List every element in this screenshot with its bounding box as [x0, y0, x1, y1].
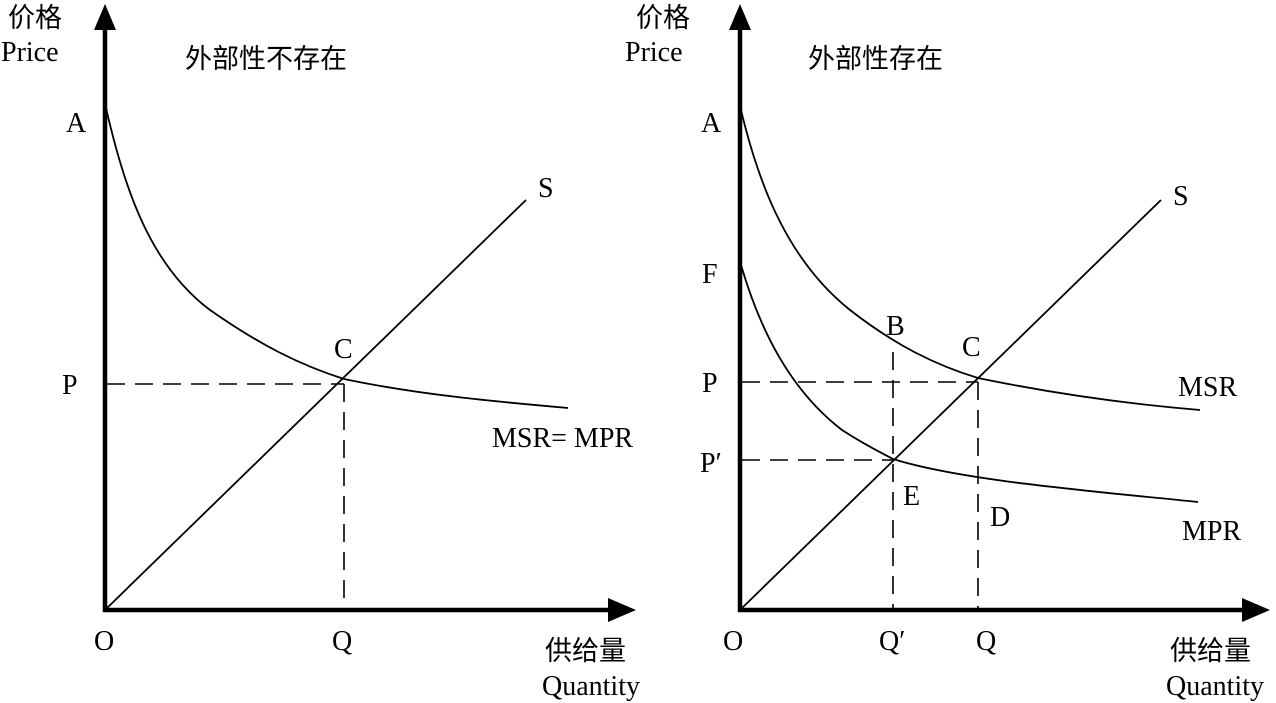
right-msr-curve: [740, 109, 1201, 411]
right-origin-label: O: [723, 626, 743, 657]
right-supply-label: S: [1173, 181, 1189, 212]
right-x-axis-arrow-icon: [1242, 598, 1270, 622]
right-point-q: Q: [976, 626, 996, 657]
right-panel-title: 外部性存在: [808, 44, 943, 75]
right-mpr-curve: [740, 264, 1199, 503]
right-point-b: B: [886, 311, 905, 342]
right-point-a: A: [701, 108, 722, 139]
left-point-a: A: [66, 108, 87, 139]
right-y-axis-arrow-icon: [729, 4, 751, 30]
right-point-d: D: [990, 502, 1010, 533]
right-point-e: E: [903, 481, 920, 512]
left-point-p: P: [62, 370, 78, 401]
right-point-p-prime: P′: [700, 448, 722, 479]
left-x-axis-label-en: Quantity: [542, 671, 640, 702]
left-panel-title: 外部性不存在: [185, 44, 347, 75]
right-point-q-prime: Q′: [879, 626, 905, 657]
left-y-axis-label-cn: 价格: [8, 3, 62, 34]
right-point-p: P: [702, 368, 718, 399]
right-y-axis-label-en: Price: [625, 37, 683, 68]
left-origin-label: O: [94, 626, 114, 657]
left-y-axis-label-en: Price: [1, 37, 59, 68]
left-y-axis-arrow-icon: [94, 4, 116, 30]
right-msr-label: MSR: [1178, 372, 1237, 403]
left-point-q: Q: [332, 626, 352, 657]
left-curve-label: MSR= MPR: [492, 423, 633, 454]
left-x-axis-label-cn: 供给量: [545, 636, 626, 667]
right-panel: 价格 Price 外部性存在 A F P P′ B C E D S MSR MP…: [625, 3, 1270, 702]
right-y-axis-label-cn: 价格: [636, 3, 690, 34]
left-panel: 价格 Price 外部性不存在 A P C S MSR= MPR O Q 供给量…: [1, 3, 640, 702]
left-x-axis-arrow-icon: [608, 598, 636, 622]
right-x-axis-label-en: Quantity: [1166, 671, 1264, 702]
right-supply-line: [740, 199, 1162, 610]
left-msr-mpr-curve: [105, 107, 569, 409]
left-supply-label: S: [538, 173, 554, 204]
left-supply-line: [105, 199, 527, 610]
left-point-c: C: [334, 334, 353, 365]
right-point-c: C: [962, 332, 981, 363]
right-mpr-label: MPR: [1182, 516, 1241, 547]
right-point-f: F: [702, 259, 718, 290]
right-x-axis-label-cn: 供给量: [1170, 636, 1251, 667]
